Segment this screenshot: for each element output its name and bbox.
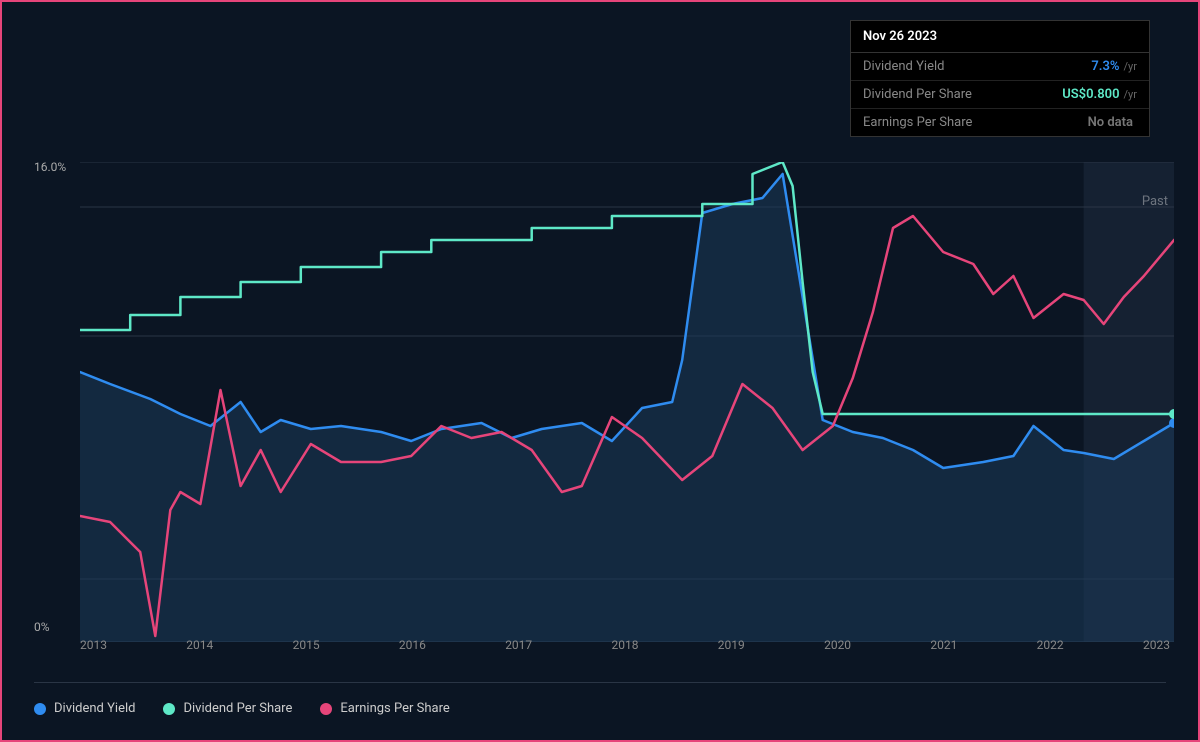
tooltip-row: Dividend Yield 7.3% /yr (851, 53, 1149, 81)
tooltip-date: Nov 26 2023 (851, 21, 1149, 53)
x-axis-tick-label: 2013 (80, 638, 107, 652)
y-axis-max-label: 16.0% (34, 160, 66, 174)
tooltip-label: Earnings Per Share (863, 115, 972, 130)
tooltip-value: No data (1088, 115, 1137, 130)
x-axis-tick-label: 2015 (293, 638, 320, 652)
legend-dot-icon (163, 703, 175, 715)
x-axis-tick-label: 2021 (930, 638, 957, 652)
tooltip-label: Dividend Per Share (863, 87, 972, 102)
legend-item[interactable]: Dividend Yield (34, 701, 135, 716)
tooltip-value: US$0.800 /yr (1062, 87, 1137, 102)
legend-item[interactable]: Dividend Per Share (163, 701, 292, 716)
y-axis-min-label: 0% (34, 620, 50, 634)
legend-label: Dividend Per Share (183, 701, 292, 716)
legend-dot-icon (34, 703, 46, 715)
x-axis-tick-label: 2014 (186, 638, 213, 652)
x-axis-tick-label: 2019 (718, 638, 745, 652)
x-axis-tick-label: 2017 (505, 638, 532, 652)
x-axis-tick-label: 2016 (399, 638, 426, 652)
x-axis-tick-label: 2022 (1037, 638, 1064, 652)
tooltip-value: 7.3% /yr (1091, 59, 1137, 74)
legend: Dividend Yield Dividend Per Share Earnings… (34, 682, 1166, 716)
x-axis-tick-label: 2018 (611, 638, 638, 652)
legend-label: Dividend Yield (54, 701, 135, 716)
tooltip-row: Earnings Per Share No data (851, 109, 1149, 136)
legend-dot-icon (320, 703, 332, 715)
x-axis-tick-label: 2023 (1143, 638, 1170, 652)
x-axis-labels: 2013 2014 2015 2016 2017 2018 2019 2020 2021 2022… (80, 638, 1170, 652)
chart-plot[interactable] (80, 162, 1174, 642)
legend-label: Earnings Per Share (340, 701, 449, 716)
tooltip-row: Dividend Per Share US$0.800 /yr (851, 81, 1149, 109)
x-axis-tick-label: 2020 (824, 638, 851, 652)
tooltip-panel: Nov 26 2023 Dividend Yield 7.3% /yr Divi… (850, 20, 1150, 137)
tooltip-label: Dividend Yield (863, 59, 944, 74)
legend-item[interactable]: Earnings Per Share (320, 701, 449, 716)
chart-container: Nov 26 2023 Dividend Yield 7.3% /yr Divi… (10, 12, 1190, 730)
